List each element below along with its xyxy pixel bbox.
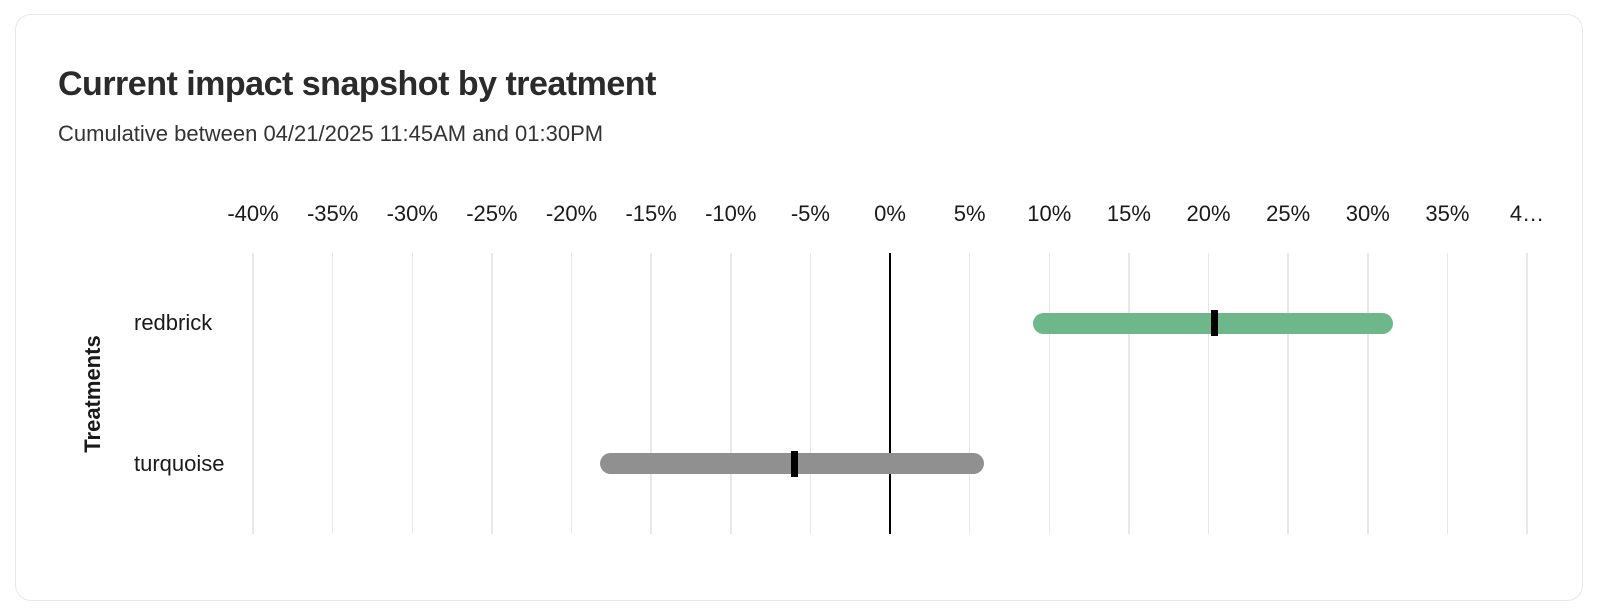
gridline <box>1446 253 1449 534</box>
x-tick-label: 35% <box>1425 201 1470 226</box>
y-axis-title: Treatments <box>80 335 105 453</box>
x-tick-label: -35% <box>306 201 359 226</box>
x-tick-label: -15% <box>625 201 677 226</box>
gridline <box>1128 253 1130 534</box>
x-tick-label: 5% <box>953 201 986 226</box>
x-tick-label: -20% <box>545 201 598 226</box>
gridline <box>809 253 812 534</box>
gridline <box>411 253 413 534</box>
gridline <box>1526 253 1528 534</box>
gridline <box>650 253 652 534</box>
gridline <box>1207 253 1210 534</box>
x-tick-label: 10% <box>1027 201 1072 226</box>
zero-line <box>889 253 891 534</box>
point-estimate-tick-redbrick <box>1211 310 1219 337</box>
x-tick-label: 15% <box>1106 201 1151 226</box>
gridline <box>252 253 254 534</box>
x-tick-label: 25% <box>1266 201 1311 226</box>
page-title: Current impact snapshot by treatment <box>58 65 656 103</box>
point-estimate-tick-turquoise <box>790 450 798 477</box>
gridline <box>1048 253 1050 534</box>
x-tick-label: 20% <box>1186 201 1231 226</box>
gridline <box>491 253 493 534</box>
row-label-turquoise: turquoise <box>134 450 225 476</box>
x-tick-label: 4… <box>1509 201 1545 226</box>
x-tick-label: -30% <box>386 201 438 226</box>
x-tick-label: -10% <box>705 201 757 226</box>
x-tick-label: -5% <box>790 201 830 226</box>
x-tick-label: -40% <box>227 201 279 226</box>
gridline <box>1367 253 1369 534</box>
gridline <box>968 253 971 534</box>
impact-chart: Treatments -40% -35% -30% -25% -20% -15% -10% -… <box>16 15 1582 600</box>
page-subtitle: Cumulative between 04/21/2025 11:45AM an… <box>58 121 604 146</box>
x-tick-label: 30% <box>1345 201 1390 226</box>
row-label-redbrick: redbrick <box>134 310 213 336</box>
impact-snapshot-card: Current impact snapshot by treatment Cum… <box>15 14 1583 601</box>
gridline <box>1287 253 1289 534</box>
x-tick-label: -25% <box>466 201 518 226</box>
gridline <box>730 253 732 534</box>
gridline <box>331 253 334 534</box>
x-tick-label: 0% <box>874 201 906 226</box>
gridline <box>570 253 573 534</box>
